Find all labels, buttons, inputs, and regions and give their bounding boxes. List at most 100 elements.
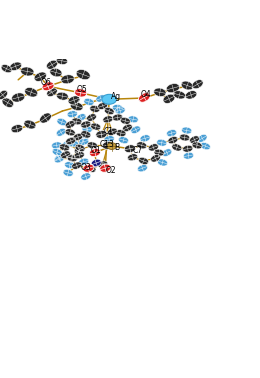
Ellipse shape — [116, 130, 126, 136]
Ellipse shape — [131, 126, 141, 133]
Text: C1: C1 — [103, 127, 113, 136]
Ellipse shape — [62, 141, 72, 148]
Ellipse shape — [185, 91, 197, 99]
Ellipse shape — [107, 128, 117, 135]
Text: C13: C13 — [100, 140, 115, 149]
Text: Ag: Ag — [111, 92, 121, 101]
Ellipse shape — [59, 144, 70, 151]
Ellipse shape — [74, 146, 84, 154]
Ellipse shape — [47, 60, 57, 69]
Ellipse shape — [81, 131, 91, 138]
Ellipse shape — [87, 142, 98, 149]
Ellipse shape — [157, 159, 168, 166]
Text: O1: O1 — [90, 146, 101, 155]
Ellipse shape — [163, 94, 175, 103]
Ellipse shape — [120, 117, 131, 124]
Ellipse shape — [63, 169, 73, 177]
Ellipse shape — [190, 136, 199, 143]
Ellipse shape — [66, 154, 77, 161]
Ellipse shape — [82, 126, 92, 133]
Ellipse shape — [0, 90, 8, 99]
Ellipse shape — [154, 149, 164, 156]
Ellipse shape — [79, 138, 89, 145]
Ellipse shape — [138, 164, 147, 172]
Ellipse shape — [40, 113, 51, 123]
Ellipse shape — [151, 155, 160, 162]
Ellipse shape — [55, 154, 64, 162]
Ellipse shape — [51, 142, 62, 149]
Ellipse shape — [87, 114, 96, 121]
Ellipse shape — [104, 136, 114, 143]
Ellipse shape — [86, 165, 96, 172]
Ellipse shape — [25, 88, 38, 97]
Ellipse shape — [162, 149, 172, 156]
Ellipse shape — [11, 125, 23, 133]
Text: O2: O2 — [106, 166, 117, 175]
Ellipse shape — [139, 93, 150, 102]
Ellipse shape — [98, 102, 108, 110]
Ellipse shape — [61, 75, 74, 84]
Ellipse shape — [107, 143, 116, 149]
Ellipse shape — [173, 91, 186, 99]
Ellipse shape — [139, 157, 148, 164]
Ellipse shape — [96, 130, 107, 138]
Ellipse shape — [115, 107, 125, 114]
Ellipse shape — [89, 149, 101, 156]
Ellipse shape — [65, 129, 75, 136]
Ellipse shape — [1, 65, 12, 73]
Ellipse shape — [112, 114, 123, 121]
Ellipse shape — [102, 141, 114, 149]
Ellipse shape — [68, 140, 79, 147]
Ellipse shape — [75, 144, 85, 152]
Text: O6: O6 — [40, 78, 51, 87]
Ellipse shape — [168, 136, 178, 144]
Ellipse shape — [166, 130, 177, 136]
Ellipse shape — [54, 155, 64, 163]
Ellipse shape — [76, 70, 90, 80]
Ellipse shape — [91, 159, 101, 167]
Ellipse shape — [50, 68, 62, 77]
Ellipse shape — [181, 81, 193, 90]
Ellipse shape — [34, 72, 47, 81]
Ellipse shape — [21, 67, 34, 76]
Ellipse shape — [125, 145, 135, 152]
Ellipse shape — [68, 96, 80, 104]
Ellipse shape — [72, 162, 82, 169]
Ellipse shape — [183, 145, 193, 152]
Ellipse shape — [112, 104, 123, 111]
Ellipse shape — [65, 121, 75, 128]
Ellipse shape — [122, 124, 132, 132]
Ellipse shape — [96, 95, 106, 102]
Ellipse shape — [10, 62, 22, 71]
Text: C7: C7 — [133, 146, 143, 155]
Ellipse shape — [64, 162, 75, 169]
Ellipse shape — [73, 133, 83, 141]
Ellipse shape — [127, 154, 138, 161]
Ellipse shape — [57, 118, 67, 125]
Ellipse shape — [124, 145, 136, 153]
Ellipse shape — [166, 84, 179, 93]
Ellipse shape — [81, 173, 91, 180]
Ellipse shape — [98, 161, 108, 168]
Ellipse shape — [128, 116, 138, 123]
Ellipse shape — [96, 131, 107, 138]
Ellipse shape — [183, 152, 194, 159]
Ellipse shape — [179, 134, 190, 141]
Ellipse shape — [56, 129, 66, 136]
Ellipse shape — [102, 94, 116, 104]
Ellipse shape — [67, 155, 77, 162]
Ellipse shape — [136, 142, 147, 149]
Ellipse shape — [181, 127, 192, 134]
Ellipse shape — [83, 164, 94, 172]
Ellipse shape — [78, 135, 88, 142]
Ellipse shape — [90, 123, 101, 130]
Ellipse shape — [42, 82, 54, 91]
Ellipse shape — [56, 92, 68, 100]
Ellipse shape — [70, 102, 83, 111]
Ellipse shape — [198, 135, 207, 142]
Ellipse shape — [90, 105, 100, 112]
Ellipse shape — [52, 149, 62, 156]
Ellipse shape — [76, 114, 86, 121]
Ellipse shape — [2, 98, 14, 107]
Ellipse shape — [84, 98, 94, 105]
